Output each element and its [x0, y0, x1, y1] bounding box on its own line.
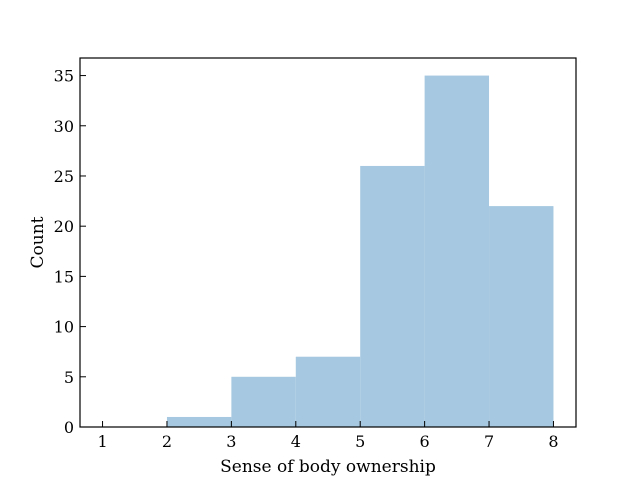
y-axis-label: Count	[28, 216, 48, 268]
histogram-bar-2	[231, 376, 296, 427]
y-tick-label: 10	[54, 318, 74, 337]
y-tick-label: 0	[64, 418, 74, 437]
histogram-bar-3	[295, 356, 361, 427]
histogram-bar-1	[166, 416, 232, 427]
x-tick-label: 3	[226, 432, 236, 451]
histogram-bar-6	[489, 206, 554, 427]
plot-frame	[79, 57, 577, 428]
x-tick-label: 6	[420, 432, 430, 451]
x-tick-label: 7	[484, 432, 494, 451]
histogram-bar-5	[424, 75, 490, 428]
x-axis-label: Sense of body ownership	[220, 457, 436, 477]
x-tick-label: 4	[291, 432, 301, 451]
y-tick-label: 5	[64, 368, 74, 387]
x-tick-label: 8	[548, 432, 558, 451]
x-tick-label: 1	[97, 432, 107, 451]
y-tick-label: 35	[54, 67, 74, 86]
x-tick-label: 5	[355, 432, 365, 451]
y-tick-label: 15	[54, 267, 74, 286]
bars-group	[166, 75, 554, 428]
histogram-bar-4	[360, 165, 425, 427]
y-tick-label: 25	[54, 167, 74, 186]
x-tick-label: 2	[162, 432, 172, 451]
y-axis-ticks: 0 5 10 15 20 25 30 35	[54, 67, 86, 437]
y-tick-label: 20	[54, 217, 74, 236]
x-axis-ticks: 1 2 3 4 5 6 7 8	[97, 421, 559, 451]
y-tick-label: 30	[54, 117, 74, 136]
